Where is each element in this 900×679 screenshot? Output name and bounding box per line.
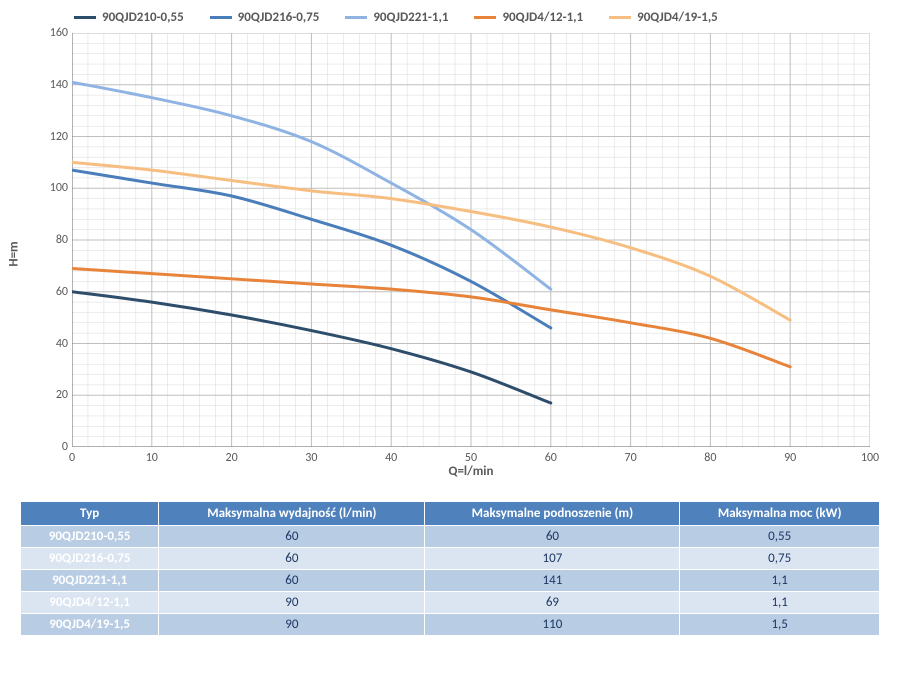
x-tick-label: 100 — [861, 451, 879, 465]
table-cell: 1,1 — [680, 592, 880, 614]
legend-label: 90QJD210-0,55 — [102, 10, 184, 25]
table-row-header: 90QJD210-0,55 — [21, 526, 159, 548]
legend-label: 90QJD221-1,1 — [373, 10, 448, 25]
page-root: 90QJD210-0,5590QJD216-0,7590QJD221-1,190… — [0, 0, 900, 679]
table-row: 90QJD4/19-1,5901101,5 — [21, 614, 880, 636]
table-cell: 0,55 — [680, 526, 880, 548]
table-row-header: 90QJD4/19-1,5 — [21, 614, 159, 636]
x-tick-label: 50 — [465, 451, 477, 465]
legend-item: 90QJD4/12-1,1 — [474, 10, 583, 25]
legend-swatch — [609, 16, 631, 19]
table-row: 90QJD221-1,1601411,1 — [21, 570, 880, 592]
y-tick-label: 40 — [28, 337, 68, 351]
table-row-header: 90QJD216-0,75 — [21, 548, 159, 570]
legend-label: 90QJD4/19-1,5 — [637, 10, 718, 25]
y-tick-label: 60 — [28, 285, 68, 299]
table-cell: 90 — [159, 592, 425, 614]
y-axis-label: H=m — [7, 241, 22, 266]
table-cell: 60 — [425, 526, 680, 548]
table-cell: 69 — [425, 592, 680, 614]
y-tick-label: 80 — [28, 233, 68, 247]
legend-swatch — [345, 16, 367, 19]
table-col-header: Maksymalna wydajność (l/min) — [159, 502, 425, 526]
table-row-header: 90QJD221-1,1 — [21, 570, 159, 592]
x-tick-label: 10 — [146, 451, 158, 465]
x-tick-label: 40 — [385, 451, 397, 465]
y-tick-label: 140 — [28, 78, 68, 92]
table-cell: 107 — [425, 548, 680, 570]
y-tick-label: 120 — [28, 130, 68, 144]
x-tick-label: 60 — [545, 451, 557, 465]
data-table: Typ Maksymalna wydajność (l/min) Maksyma… — [20, 501, 880, 636]
table-row: 90QJD210-0,5560600,55 — [21, 526, 880, 548]
legend-item: 90QJD216-0,75 — [210, 10, 320, 25]
series-line — [72, 268, 790, 366]
x-tick-label: 70 — [625, 451, 637, 465]
y-tick-label: 100 — [28, 181, 68, 195]
chart-svg — [72, 33, 870, 447]
legend-label: 90QJD216-0,75 — [238, 10, 320, 25]
table-col-header: Maksymalne podnoszenie (m) — [425, 502, 680, 526]
data-table-wrap: Typ Maksymalna wydajność (l/min) Maksyma… — [14, 501, 886, 636]
x-tick-label: 0 — [69, 451, 75, 465]
y-tick-label: 20 — [28, 388, 68, 402]
table-cell: 60 — [159, 526, 425, 548]
table-cell: 110 — [425, 614, 680, 636]
x-axis-label: Q=l/min — [72, 464, 870, 479]
legend-item: 90QJD221-1,1 — [345, 10, 448, 25]
legend-item: 90QJD4/19-1,5 — [609, 10, 718, 25]
table-col-header: Typ — [21, 502, 159, 526]
x-tick-label: 90 — [784, 451, 796, 465]
table-cell: 60 — [159, 548, 425, 570]
x-tick-label: 80 — [704, 451, 716, 465]
legend-swatch — [74, 16, 96, 19]
x-tick-label: 30 — [305, 451, 317, 465]
legend-label: 90QJD4/12-1,1 — [502, 10, 583, 25]
y-tick-label: 160 — [28, 26, 68, 40]
table-cell: 90 — [159, 614, 425, 636]
table-row: 90QJD216-0,75601070,75 — [21, 548, 880, 570]
legend-item: 90QJD210-0,55 — [74, 10, 184, 25]
legend-swatch — [210, 16, 232, 19]
x-tick-label: 20 — [226, 451, 238, 465]
table-cell: 1,1 — [680, 570, 880, 592]
table-row: 90QJD4/12-1,190691,1 — [21, 592, 880, 614]
table-cell: 141 — [425, 570, 680, 592]
chart-legend: 90QJD210-0,55 90QJD216-0,75 90QJD221-1,1 90… — [74, 10, 886, 25]
chart-region: H=m Q=l/min 0204060801001201401600102030… — [20, 29, 880, 479]
table-header-row: Typ Maksymalna wydajność (l/min) Maksyma… — [21, 502, 880, 526]
table-cell: 60 — [159, 570, 425, 592]
table-cell: 1,5 — [680, 614, 880, 636]
chart-plot-area — [72, 33, 870, 447]
table-cell: 0,75 — [680, 548, 880, 570]
table-row-header: 90QJD4/12-1,1 — [21, 592, 159, 614]
legend-swatch — [474, 16, 496, 19]
y-tick-label: 0 — [28, 440, 68, 454]
table-col-header: Maksymalna moc (kW) — [680, 502, 880, 526]
